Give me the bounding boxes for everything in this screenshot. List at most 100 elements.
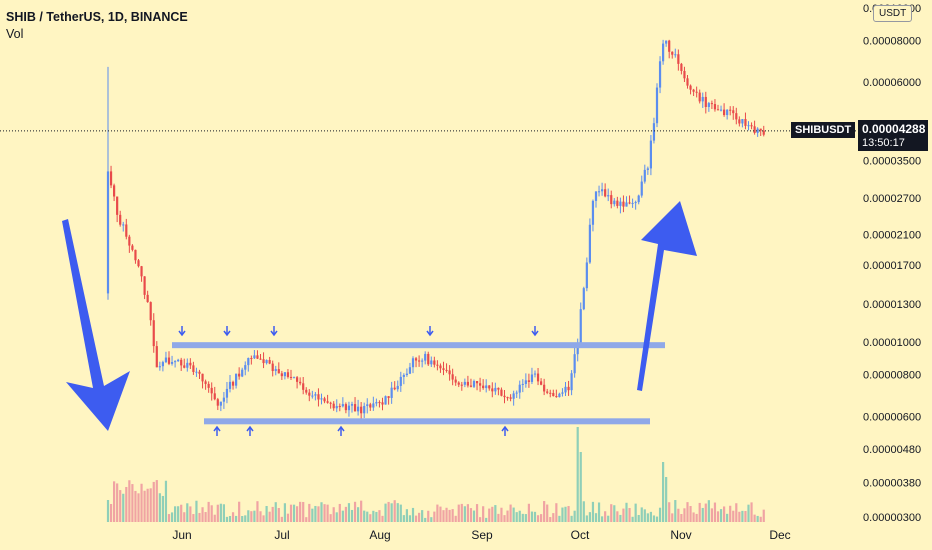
candle-body bbox=[402, 374, 405, 377]
candle-body bbox=[320, 398, 323, 400]
candle-body bbox=[756, 128, 759, 133]
volume-bar bbox=[744, 510, 747, 522]
volume-bar bbox=[320, 502, 323, 522]
candle-body bbox=[616, 200, 619, 206]
candle-body bbox=[369, 404, 372, 408]
candle-body bbox=[250, 358, 253, 360]
candle-body bbox=[646, 168, 649, 170]
volume-bar bbox=[610, 504, 613, 522]
x-tick-label: Oct bbox=[571, 528, 590, 542]
volume-bar bbox=[180, 504, 183, 522]
volume-bar bbox=[668, 502, 671, 522]
volume-bar bbox=[158, 493, 161, 522]
candle-body bbox=[439, 365, 442, 369]
candle-body bbox=[594, 191, 598, 201]
volume-bar bbox=[439, 506, 442, 522]
candle-body bbox=[271, 363, 274, 372]
volume-bar bbox=[381, 515, 384, 522]
candle-body bbox=[631, 202, 634, 204]
candle-body bbox=[268, 360, 271, 364]
volume-bar bbox=[134, 490, 137, 522]
candle-body bbox=[299, 381, 302, 384]
volume-legend-label: Vol bbox=[6, 27, 24, 41]
volume-bar bbox=[152, 481, 155, 522]
volume-bar bbox=[576, 427, 579, 522]
candle-body bbox=[451, 374, 454, 380]
candle-body bbox=[262, 359, 265, 364]
x-tick-label: Jun bbox=[172, 528, 191, 542]
volume-bar bbox=[116, 483, 119, 522]
candle-body bbox=[512, 393, 515, 399]
candle-body bbox=[491, 388, 494, 392]
volume-bar bbox=[344, 506, 347, 522]
currency-button[interactable]: USDT bbox=[873, 5, 913, 22]
volume-bar bbox=[384, 503, 387, 522]
y-tick-label: 0.00002100 bbox=[863, 230, 921, 242]
volume-bar bbox=[570, 515, 573, 522]
volume-bar bbox=[665, 477, 668, 522]
volume-bar bbox=[424, 517, 427, 522]
candle-body bbox=[357, 406, 360, 412]
candle-body bbox=[164, 357, 168, 363]
volume-bar bbox=[436, 504, 439, 522]
volume-bar bbox=[509, 504, 512, 522]
volume-bar bbox=[762, 509, 765, 522]
volume-bar bbox=[579, 452, 582, 522]
volume-bar bbox=[503, 515, 506, 522]
candle-body bbox=[180, 359, 183, 366]
volume-bar bbox=[527, 503, 530, 522]
candle-body bbox=[384, 396, 387, 405]
volume-bar bbox=[671, 513, 674, 522]
candle-body bbox=[619, 201, 622, 206]
volume-bar bbox=[738, 511, 741, 522]
candle-body bbox=[530, 374, 534, 382]
volume-bar bbox=[122, 493, 125, 522]
candle-body bbox=[231, 381, 235, 386]
candle-body bbox=[353, 404, 357, 412]
volume-bar bbox=[277, 507, 280, 522]
y-tick-label: 0.00000600 bbox=[863, 411, 921, 423]
y-tick-label: 0.00008000 bbox=[863, 35, 921, 47]
support-line bbox=[204, 418, 650, 425]
volume-bars bbox=[106, 427, 765, 522]
chart-title: SHIB / TetherUS, 1D, BINANCE bbox=[6, 10, 188, 24]
candle-body bbox=[225, 388, 229, 398]
volume-bar bbox=[305, 517, 308, 522]
volume-bar bbox=[317, 506, 320, 522]
candle-body bbox=[655, 87, 659, 124]
volume-bar bbox=[360, 500, 363, 522]
volume-bar bbox=[723, 506, 726, 522]
volume-bar bbox=[683, 508, 686, 522]
candle-body bbox=[665, 40, 668, 44]
candle-body bbox=[662, 43, 665, 62]
candle-body bbox=[247, 358, 250, 366]
annotations bbox=[62, 201, 697, 436]
volume-bar bbox=[271, 506, 274, 522]
candle-body bbox=[518, 384, 521, 393]
volume-bar bbox=[189, 506, 192, 522]
volume-bar bbox=[686, 502, 689, 522]
candle-body bbox=[372, 403, 375, 408]
candle-body bbox=[323, 398, 326, 402]
candle-body bbox=[637, 195, 640, 203]
candle-body bbox=[167, 357, 171, 364]
candle-body bbox=[591, 200, 595, 225]
volume-bar bbox=[729, 505, 732, 522]
candle-body bbox=[762, 130, 765, 135]
volume-bar bbox=[198, 512, 201, 522]
volume-bar bbox=[582, 501, 585, 522]
volume-bar bbox=[494, 505, 497, 522]
volume-bar bbox=[411, 507, 415, 522]
candle-body bbox=[396, 385, 399, 390]
volume-bar bbox=[137, 493, 140, 522]
volume-bar bbox=[286, 513, 290, 522]
volume-bar bbox=[335, 512, 338, 522]
candle-body bbox=[610, 195, 613, 205]
candle-body bbox=[390, 387, 393, 398]
candle-body bbox=[485, 385, 488, 389]
volume-bar bbox=[463, 506, 466, 522]
volume-bar bbox=[649, 511, 652, 522]
volume-bar bbox=[311, 508, 314, 522]
volume-bar bbox=[347, 503, 351, 522]
volume-bar bbox=[253, 510, 256, 522]
